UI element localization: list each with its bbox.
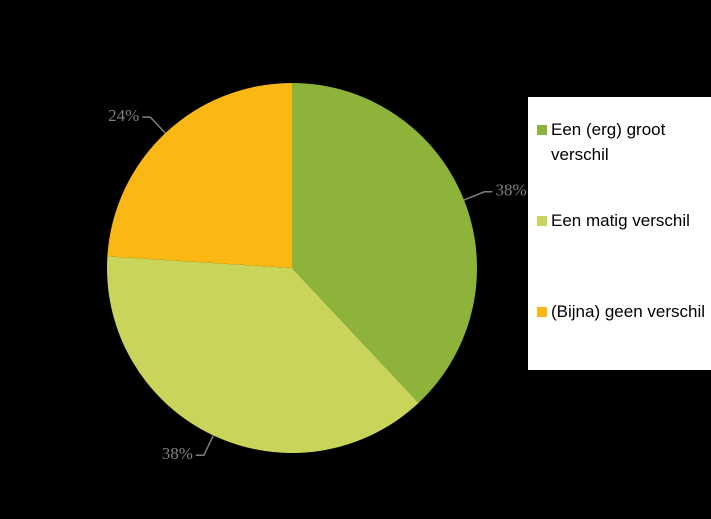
legend-label: (Bijna) geen verschil [551, 302, 706, 321]
pie-slice [107, 83, 293, 268]
legend-swatch [537, 216, 547, 226]
legend-label: Een (erg) groot verschil [551, 120, 666, 164]
data-label: 24% [108, 106, 139, 125]
leader-line [195, 435, 214, 457]
legend-swatch [537, 307, 547, 317]
data-label: 38% [162, 444, 193, 463]
legend: Een (erg) groot verschil Een matig versch… [528, 97, 711, 370]
data-label: 38% [495, 181, 526, 200]
legend-label: Een matig verschil [551, 211, 690, 230]
pie-slice [106, 256, 419, 453]
leader-line [142, 116, 166, 134]
pie-slice [292, 83, 477, 403]
legend-swatch [537, 125, 547, 135]
leader-line [463, 191, 493, 201]
